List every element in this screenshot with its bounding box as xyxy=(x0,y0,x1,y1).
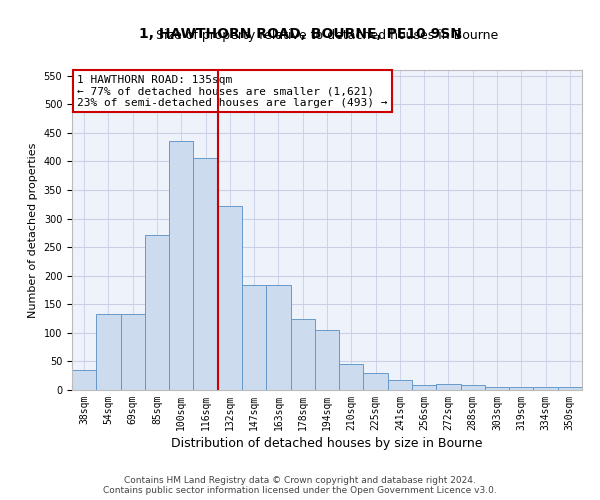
Bar xyxy=(339,364,364,390)
Bar xyxy=(533,387,558,390)
Bar xyxy=(485,387,509,390)
Y-axis label: Number of detached properties: Number of detached properties xyxy=(28,142,38,318)
Bar xyxy=(558,387,582,390)
Bar xyxy=(315,330,339,390)
Bar xyxy=(193,158,218,390)
Bar xyxy=(266,285,290,390)
Title: Size of property relative to detached houses in Bourne: Size of property relative to detached ho… xyxy=(156,30,498,43)
Bar xyxy=(364,373,388,390)
Bar xyxy=(121,314,145,390)
Bar xyxy=(96,314,121,390)
Bar xyxy=(242,285,266,390)
Bar xyxy=(412,386,436,390)
Bar xyxy=(72,370,96,390)
Text: Contains HM Land Registry data © Crown copyright and database right 2024.
Contai: Contains HM Land Registry data © Crown c… xyxy=(103,476,497,495)
Bar xyxy=(218,206,242,390)
Bar xyxy=(169,142,193,390)
Bar xyxy=(290,318,315,390)
Bar xyxy=(388,380,412,390)
Text: 1, HAWTHORN ROAD, BOURNE, PE10 9SN: 1, HAWTHORN ROAD, BOURNE, PE10 9SN xyxy=(139,28,461,42)
Bar xyxy=(145,234,169,390)
Bar xyxy=(509,387,533,390)
Text: 1 HAWTHORN ROAD: 135sqm
← 77% of detached houses are smaller (1,621)
23% of semi: 1 HAWTHORN ROAD: 135sqm ← 77% of detache… xyxy=(77,75,388,108)
X-axis label: Distribution of detached houses by size in Bourne: Distribution of detached houses by size … xyxy=(171,437,483,450)
Bar xyxy=(461,386,485,390)
Bar xyxy=(436,384,461,390)
